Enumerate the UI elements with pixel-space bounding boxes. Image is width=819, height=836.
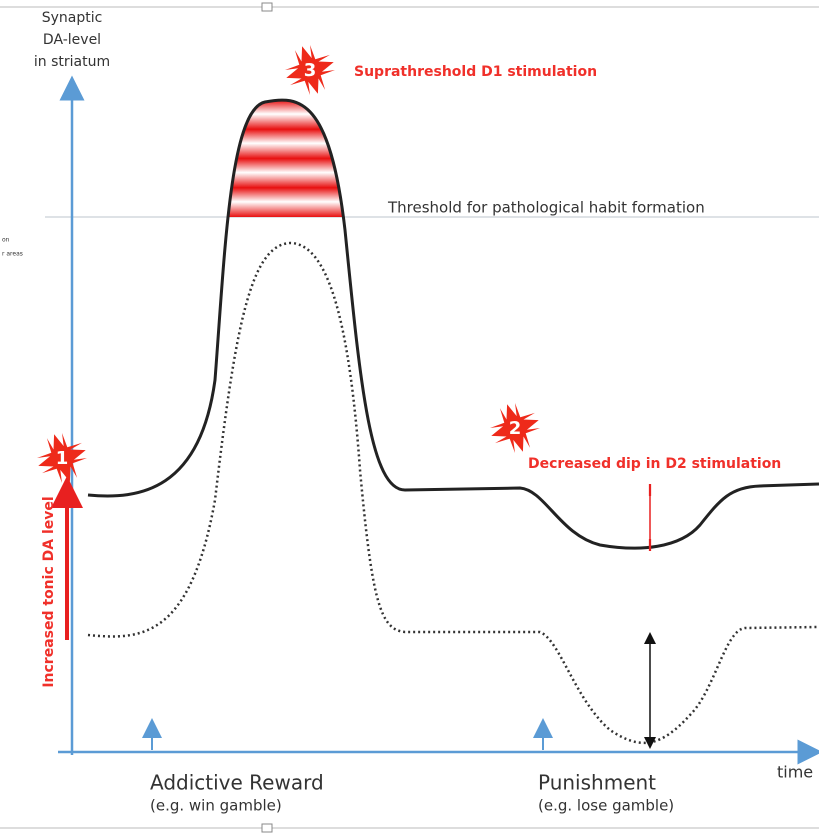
badge-label: Suprathreshold D1 stimulation bbox=[354, 64, 597, 80]
badge-star bbox=[37, 433, 87, 483]
event-title: Addictive Reward bbox=[150, 771, 324, 795]
threshold-label: Threshold for pathological habit formati… bbox=[387, 199, 705, 217]
badge-label: Increased tonic DA level bbox=[41, 496, 57, 687]
handle bbox=[261, 823, 273, 833]
badges: 1 2 3 bbox=[37, 45, 540, 483]
event-note: (e.g. lose gamble) bbox=[538, 797, 674, 815]
handle bbox=[261, 2, 273, 12]
badge-number: 1 bbox=[56, 448, 69, 469]
x-label: time bbox=[777, 763, 813, 782]
cut-text: on bbox=[2, 237, 10, 244]
event-note: (e.g. win gamble) bbox=[150, 797, 282, 815]
normal-curve bbox=[87, 241, 819, 745]
badge-label: Decreased dip in D2 stimulation bbox=[528, 456, 781, 472]
y-label: Synaptic bbox=[42, 10, 103, 26]
badge-star bbox=[490, 403, 540, 453]
addicted-curve bbox=[87, 98, 819, 550]
badge-number: 3 bbox=[304, 60, 317, 81]
y-label: in striatum bbox=[34, 54, 110, 70]
suprathreshold-area bbox=[228, 100, 344, 217]
badge-star bbox=[285, 45, 335, 95]
badge-number: 2 bbox=[509, 418, 522, 439]
event-title: Punishment bbox=[538, 771, 656, 795]
y-label: DA-level bbox=[43, 32, 101, 48]
cut-text: r areas bbox=[2, 251, 23, 258]
